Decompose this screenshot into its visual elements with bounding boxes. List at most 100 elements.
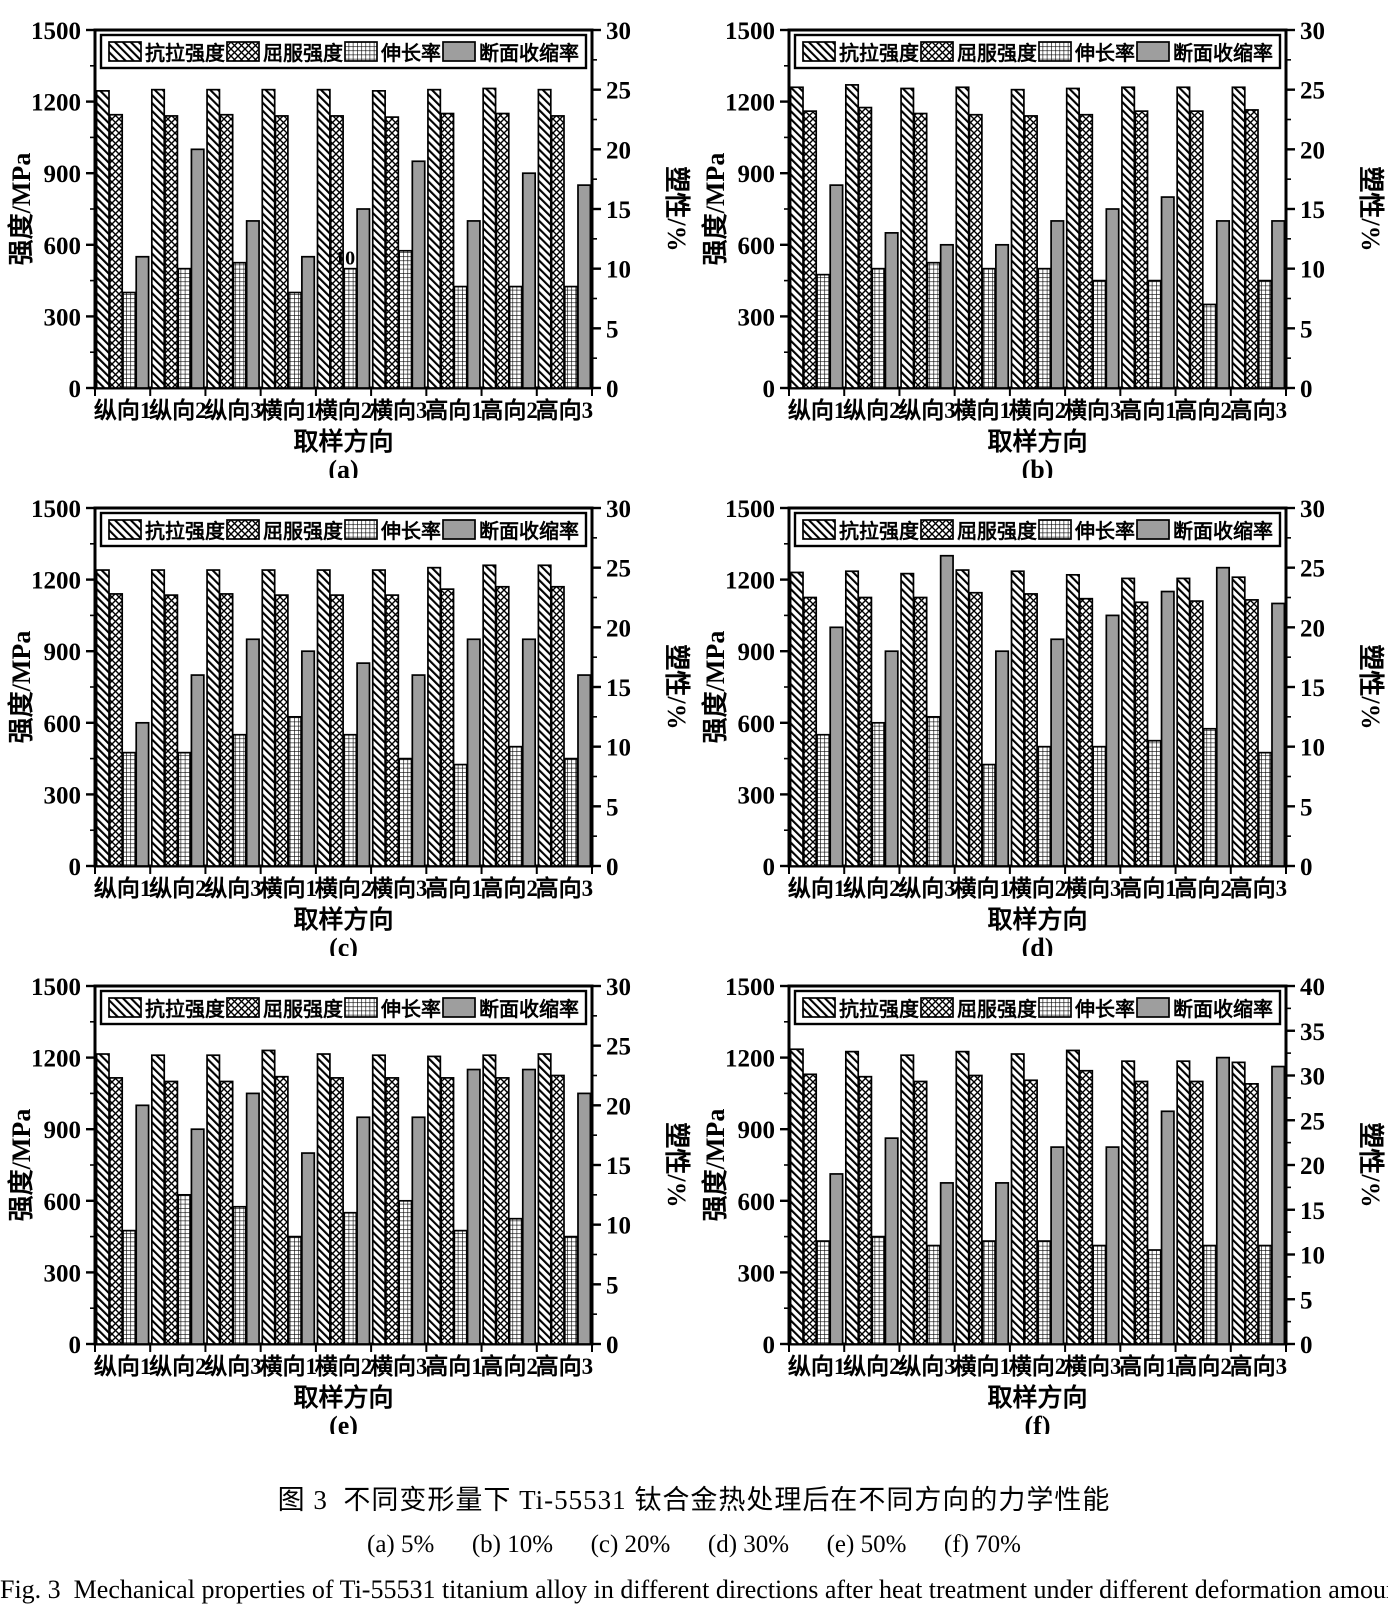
legend-label: 抗拉强度 [145,997,226,1021]
right-tick-label: 0 [606,1332,619,1359]
right-tick-label: 25 [1300,1108,1325,1135]
left-tick-label: 1500 [725,496,775,523]
bar-伸长率-高向1 [1147,739,1162,867]
bar-屈服强度-纵向1 [802,110,818,389]
x-category-label: 高向1 [425,1353,483,1379]
bar-伸长率-纵向1 [816,1240,831,1345]
x-category-label: 高向2 [480,1353,538,1379]
bar-抗拉强度-高向1 [1121,1060,1136,1345]
bar-断面收缩率-纵向1 [829,1173,844,1345]
bar-伸长率-横向1 [287,291,302,389]
x-category-label: 高向3 [1230,1353,1288,1379]
left-tick-label: 1200 [31,568,81,595]
bar-屈服强度-横向3 [1079,113,1094,389]
right-tick-label: 5 [1300,316,1313,343]
x-category-label: 高向3 [536,875,594,901]
legend-swatch-抗拉强度 [802,41,836,62]
x-axis-label: 取样方向 [987,1383,1087,1412]
panel-letter: (d) [1022,933,1054,956]
bar-伸长率-横向1 [981,267,996,389]
bar-抗拉强度-横向3 [1065,87,1080,389]
left-tick-label: 1200 [31,90,81,117]
bar-断面收缩率-高向2 [521,638,537,867]
bar-断面收缩率-高向3 [577,184,592,389]
bar-屈服强度-纵向1 [802,1073,818,1345]
legend-box [99,989,588,1026]
y-axis-label-left: 强度/MPa [6,153,36,266]
left-tick-label: 0 [69,1332,82,1359]
charts-grid: 0 300 600 900 1200 1500 0 5 10 15 20 25 30 纵向1 纵向2 纵向3 横… [6,18,1385,1434]
bar-断面收缩率-横向3 [1105,208,1120,389]
bar-伸长率-纵向2 [871,267,886,389]
legend-swatch-伸长率 [344,997,378,1018]
y-axis-label-left: 强度/MPa [700,631,730,744]
bar-屈服强度-高向2 [1189,110,1204,389]
legend-swatch-伸长率 [344,41,378,62]
bar-抗拉强度-横向3 [371,569,386,867]
bar-断面收缩率-高向2 [1215,566,1231,867]
bar-断面收缩率-横向2 [356,1116,371,1345]
legend-swatch-抗拉强度 [802,997,836,1018]
right-tick-label: 30 [606,974,631,1001]
bar-屈服强度-横向3 [1079,597,1094,867]
left-tick-label: 600 [738,1189,776,1216]
bar-断面收缩率-横向3 [1105,614,1120,867]
left-tick-label: 900 [738,639,776,666]
bar-伸长率-横向2 [343,733,358,867]
x-category-label: 纵向1 [788,875,846,901]
bar-断面收缩率-横向2 [1050,1146,1065,1345]
right-tick-label: 10 [606,1213,631,1240]
left-tick-label: 0 [763,376,776,403]
left-tick-label: 0 [763,854,776,881]
legend-swatch-屈服强度 [226,41,260,62]
bar-伸长率-高向2 [508,285,523,389]
right-tick-label: 10 [1300,1243,1325,1270]
x-category-label: 高向3 [1230,397,1288,423]
bar-抗拉强度-横向2 [1010,88,1025,389]
y-axis-label-right: 塑性/% [1356,644,1385,729]
panel-letter: (f) [1025,1411,1051,1434]
right-tick-label: 5 [606,1272,619,1299]
x-category-label: 高向1 [1119,397,1177,423]
x-category-label: 横向2 [315,875,373,901]
legend-swatch-抗拉强度 [802,519,836,540]
left-tick-label: 300 [738,782,776,809]
bar-断面收缩率-纵向2 [884,1137,899,1345]
bar-断面收缩率-纵向2 [190,1128,205,1345]
bar-抗拉强度-纵向2 [150,88,166,389]
bar-屈服强度-横向1 [274,115,289,389]
bar-抗拉强度-纵向3 [900,87,915,389]
bar-抗拉强度-横向3 [371,90,386,389]
bar-抗拉强度-高向3 [537,1053,552,1345]
bar-伸长率-纵向2 [177,267,192,389]
bar-抗拉强度-高向3 [1231,86,1246,389]
right-tick-label: 20 [1300,1153,1325,1180]
x-category-label: 横向1 [954,397,1012,423]
legend-label: 伸长率 [1074,41,1135,65]
bar-屈服强度-高向3 [550,1074,565,1345]
x-category-label: 纵向2 [843,1353,901,1379]
x-category-label: 高向2 [480,875,538,901]
x-category-label: 纵向3 [204,397,262,423]
bar-抗拉强度-横向3 [1065,1049,1080,1345]
legend-swatch-屈服强度 [226,997,260,1018]
bar-伸长率-纵向2 [177,1193,192,1345]
bar-伸长率-高向2 [1202,727,1217,867]
left-tick-label: 600 [44,1189,82,1216]
bar-抗拉强度-纵向2 [150,1054,166,1345]
bar-断面收缩率-高向1 [1160,590,1175,867]
left-tick-label: 300 [738,1260,776,1287]
left-tick-label: 1500 [31,974,81,1001]
bar-抗拉强度-横向2 [316,569,331,867]
panel-letter: (c) [329,933,358,956]
x-category-label: 高向2 [1174,397,1232,423]
bar-断面收缩率-纵向2 [190,674,205,867]
bar-抗拉强度-横向1 [261,569,276,867]
y-axis-label-right: 塑性/% [662,166,691,251]
bar-屈服强度-高向3 [1244,109,1259,389]
bar-抗拉强度-高向2 [1176,1060,1191,1345]
bar-抗拉强度-高向2 [482,564,497,867]
left-tick-label: 0 [69,376,82,403]
bar-断面收缩率-纵向3 [939,1182,954,1345]
bar-屈服强度-高向2 [495,1077,510,1345]
